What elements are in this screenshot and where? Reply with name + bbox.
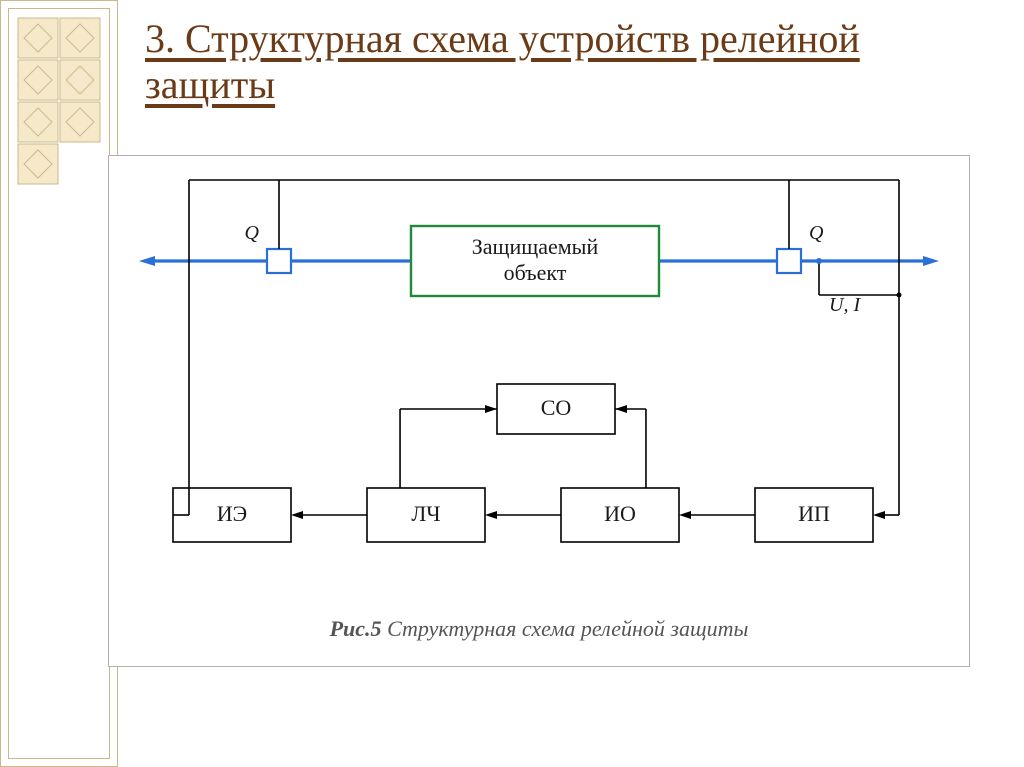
figure-caption: Рис.5 Структурная схема релейной защиты: [109, 616, 969, 642]
svg-text:ИО: ИО: [604, 501, 636, 526]
svg-text:ИЭ: ИЭ: [217, 501, 247, 526]
svg-text:ИП: ИП: [798, 501, 830, 526]
svg-text:объект: объект: [504, 260, 567, 285]
figure-caption-text: Структурная схема релейной защиты: [382, 616, 749, 641]
svg-text:ЛЧ: ЛЧ: [411, 501, 440, 526]
svg-text:Q: Q: [245, 222, 260, 244]
diagram-svg: Q Q Защищаемыйобъект U, I ИЭ ЛЧ ИО ИП СО: [109, 156, 969, 666]
svg-text:U, I: U, I: [829, 294, 861, 316]
slide-title: 3. Структурная схема устройств релейной …: [145, 16, 905, 108]
svg-text:СО: СО: [541, 395, 572, 420]
svg-text:Q: Q: [809, 222, 824, 244]
diagram-frame: Q Q Защищаемыйобъект U, I ИЭ ЛЧ ИО ИП СО Рис.5 С…: [108, 155, 970, 667]
svg-text:Защищаемый: Защищаемый: [472, 234, 599, 259]
figure-caption-prefix: Рис.5: [330, 616, 382, 641]
